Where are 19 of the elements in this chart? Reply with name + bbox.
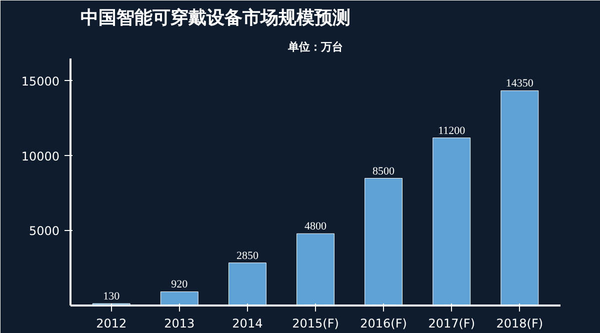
data-label: 11200 [438,124,466,137]
data-label: 14350 [506,78,534,90]
x-tick-label: 2012 [96,316,127,330]
x-tick-label: 2013 [164,316,195,330]
x-tick-label: 2015(F) [292,316,339,330]
x-tick-label: 2016(F) [360,316,407,330]
data-label: 130 [103,290,120,303]
data-label: 920 [171,278,188,291]
chart-subtitle: 单位：万台 [287,40,343,54]
data-label: 2850 [236,250,259,262]
x-tick-label: 2018(F) [496,316,544,330]
chart-title: 中国智能可穿戴设备市场规模预测 [80,8,350,28]
y-tick-label: 15000 [21,74,60,88]
data-label: 8500 [372,165,396,178]
y-tick-label: 10000 [21,149,60,164]
x-tick-label: 2014 [232,316,263,330]
x-tick-label: 2017(F) [428,316,476,330]
y-tick-label: 5000 [28,224,60,238]
data-label: 4800 [304,220,327,233]
